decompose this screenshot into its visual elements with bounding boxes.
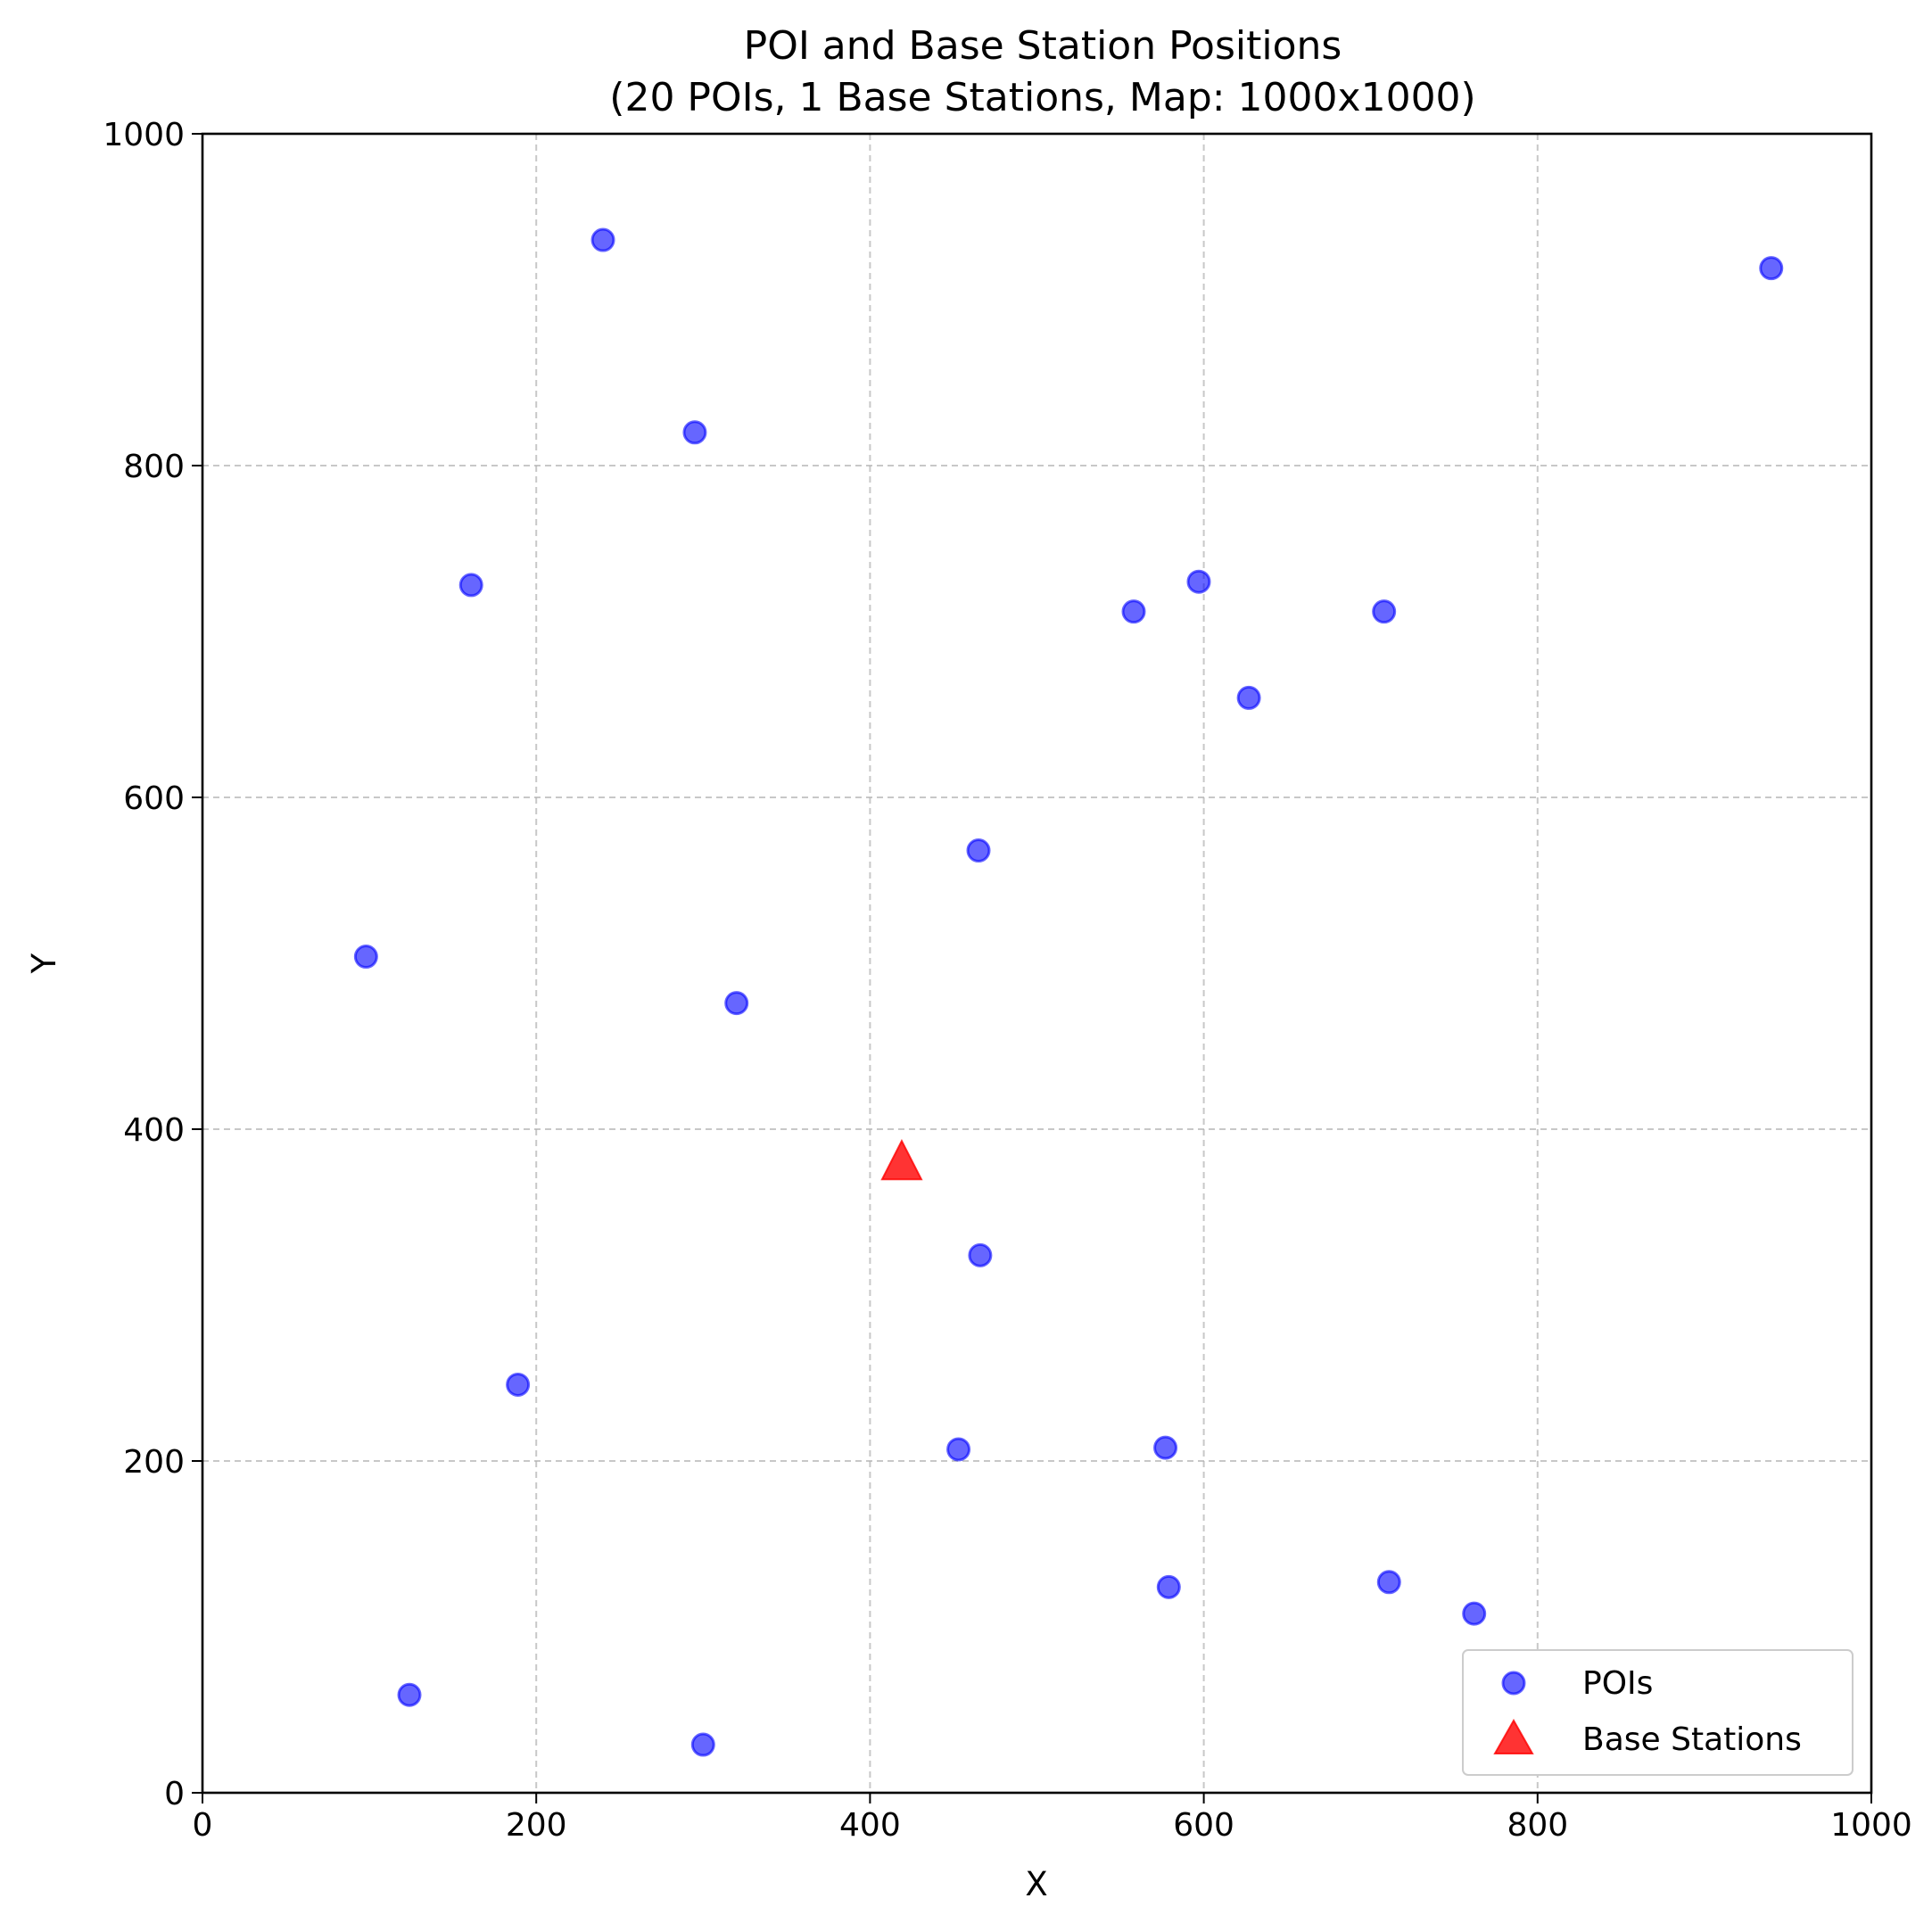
legend-frame <box>1462 1649 1854 1776</box>
poi-marker <box>1462 1601 1487 1626</box>
poi-marker <box>1376 1570 1401 1595</box>
poi-marker <box>353 945 378 970</box>
base-station-marker <box>880 1139 923 1181</box>
y-tick-label: 600 <box>123 780 185 817</box>
poi-marker <box>946 1437 971 1462</box>
legend-label-pois: POIs <box>1582 1665 1653 1702</box>
poi-marker <box>1121 599 1146 624</box>
poi-marker <box>1156 1574 1181 1599</box>
legend-poi-marker <box>1501 1671 1526 1696</box>
y-tick-label: 200 <box>123 1444 185 1481</box>
x-tick-label: 600 <box>1173 1807 1234 1844</box>
x-tick-label: 200 <box>506 1807 567 1844</box>
poi-marker <box>966 838 991 863</box>
poi-marker <box>682 420 707 445</box>
x-tick-label: 0 <box>193 1807 213 1844</box>
poi-marker <box>1186 569 1211 594</box>
y-tick-label: 400 <box>123 1112 185 1149</box>
legend: POIs Base Stations <box>1462 1649 1854 1776</box>
data-points <box>353 227 1784 1757</box>
chart-subtitle: (20 POIs, 1 Base Stations, Map: 1000x100… <box>609 75 1475 120</box>
poi-marker <box>506 1372 531 1397</box>
y-tick-label: 0 <box>164 1776 185 1812</box>
chart-title: POI and Base Station Positions <box>744 23 1342 69</box>
poi-marker <box>397 1682 422 1707</box>
poi-marker <box>1236 685 1261 710</box>
poi-marker <box>590 227 615 252</box>
x-tick-label: 800 <box>1507 1807 1568 1844</box>
x-axis-label: X <box>1025 1865 1047 1903</box>
legend-base-station-marker <box>1493 1718 1534 1754</box>
legend-label-base-stations: Base Stations <box>1582 1721 1802 1758</box>
grid <box>202 134 1871 1793</box>
plot-area-frame <box>201 132 1873 1795</box>
poi-marker <box>1372 599 1397 624</box>
x-tick-label: 400 <box>839 1807 901 1844</box>
ticks: 0 200 400 600 800 1000 0 200 400 600 800 1000 <box>103 117 1911 1844</box>
poi-marker <box>1153 1435 1178 1460</box>
poi-marker <box>968 1242 993 1267</box>
y-tick-label: 800 <box>123 449 185 485</box>
y-axis-label: Y <box>25 953 63 974</box>
x-tick-label: 1000 <box>1830 1807 1912 1844</box>
poi-marker <box>724 991 749 1016</box>
poi-marker <box>1759 256 1784 281</box>
poi-marker <box>690 1732 715 1757</box>
y-tick-label: 1000 <box>103 117 185 153</box>
poi-marker <box>458 573 483 598</box>
